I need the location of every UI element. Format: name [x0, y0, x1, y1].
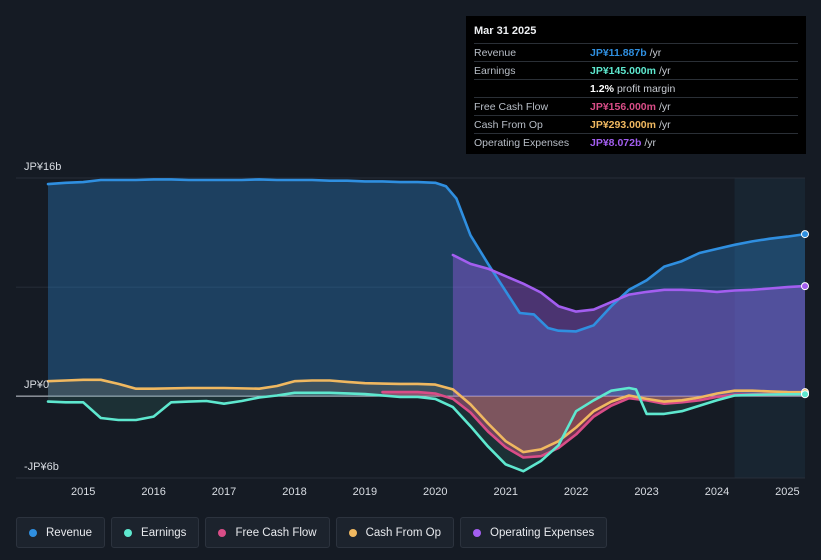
legend-dot-icon — [124, 528, 133, 537]
tooltip-value: JP¥11.887b — [590, 46, 647, 59]
tooltip-date: Mar 31 2025 — [474, 25, 537, 37]
x-axis-label: 2024 — [705, 486, 729, 498]
legend-item-free-cash-flow[interactable]: Free Cash Flow — [205, 517, 330, 548]
tooltip-row-revenue: Revenue JP¥11.887b /yr — [474, 43, 798, 61]
legend-label: Revenue — [46, 526, 93, 539]
legend-item-revenue[interactable]: Revenue — [16, 517, 106, 548]
tooltip-value: JP¥145.000m — [590, 64, 656, 77]
tooltip-row-free-cash-flow: Free Cash Flow JP¥156.000m /yr — [474, 97, 798, 115]
tooltip-label: Cash From Op — [474, 118, 543, 131]
tooltip-row-operating-expenses: Operating Expenses JP¥8.072b /yr — [474, 133, 798, 151]
tooltip-label: Free Cash Flow — [474, 100, 549, 113]
legend-dot-icon — [218, 528, 227, 537]
legend-label: Cash From Op — [365, 526, 442, 539]
legend-dot-icon — [473, 528, 482, 537]
tooltip-unit: /yr — [649, 46, 662, 59]
forecast-shade — [734, 178, 805, 478]
financial-history-chart: JP¥16b JP¥0 -JP¥6b 2015 2016 2017 2018 2019 202… — [16, 161, 809, 498]
tooltip-value: 1.2% — [590, 82, 614, 95]
tooltip-label: Revenue — [474, 46, 517, 59]
x-axis-label: 2019 — [353, 486, 377, 498]
tooltip-value: JP¥8.072b — [590, 136, 642, 149]
earnings-line — [46, 386, 807, 473]
revenue-area — [48, 179, 805, 397]
tooltip-value: JP¥293.000m — [590, 118, 656, 131]
tooltip-row-earnings: Earnings JP¥145.000m /yr — [474, 61, 798, 79]
tooltip-unit: /yr — [658, 100, 671, 113]
operating-expenses-end-point — [801, 282, 809, 291]
revenue-end-point — [801, 230, 809, 239]
x-axis-label: 2023 — [634, 486, 658, 498]
operating-expenses-line — [451, 253, 807, 313]
tooltip-panel: Mar 31 2025 Revenue JP¥11.887b /yr Earni… — [466, 16, 806, 154]
tooltip-unit: /yr — [644, 136, 657, 149]
x-axis-label: 2021 — [493, 486, 517, 498]
chart-legend: Revenue Earnings Free Cash Flow Cash Fro… — [16, 517, 608, 548]
x-axis-label: 2018 — [282, 486, 306, 498]
cash-from-op-line — [46, 378, 807, 454]
tooltip-unit: profit margin — [616, 82, 676, 95]
tooltip-label: Earnings — [474, 64, 516, 77]
legend-label: Free Cash Flow — [235, 526, 317, 539]
legend-dot-icon — [29, 528, 37, 537]
x-axis-label: 2025 — [775, 486, 799, 498]
y-axis-label: JP¥0 — [24, 379, 49, 391]
tooltip-row-profit-margin: 1.2% profit margin — [474, 79, 798, 97]
legend-label: Operating Expenses — [490, 526, 595, 539]
legend-label: Earnings — [141, 526, 187, 539]
x-axis-label: 2016 — [141, 486, 165, 498]
earnings-end-point — [801, 390, 809, 399]
revenue-line — [46, 178, 807, 333]
legend-item-cash-from-op[interactable]: Cash From Op — [335, 517, 455, 548]
tooltip-row-cash-from-op: Cash From Op JP¥293.000m /yr — [474, 115, 798, 133]
x-axis-label: 2020 — [423, 486, 447, 498]
legend-item-earnings[interactable]: Earnings — [111, 517, 200, 548]
x-axis-label: 2022 — [564, 486, 588, 498]
tooltip-value: JP¥156.000m — [590, 100, 656, 113]
y-axis-label: -JP¥6b — [24, 461, 59, 473]
free-cash-flow-area — [382, 392, 805, 458]
y-axis-label: JP¥16b — [24, 161, 61, 173]
tooltip-unit: /yr — [658, 118, 671, 131]
cash-from-op-area — [48, 379, 805, 453]
tooltip-label: Operating Expenses — [474, 136, 570, 149]
legend-item-operating-expenses[interactable]: Operating Expenses — [460, 517, 608, 548]
x-axis-label: 2017 — [212, 486, 236, 498]
tooltip-unit: /yr — [658, 64, 671, 77]
operating-expenses-area — [452, 255, 805, 397]
legend-dot-icon — [348, 528, 357, 537]
x-axis-label: 2015 — [71, 486, 95, 498]
